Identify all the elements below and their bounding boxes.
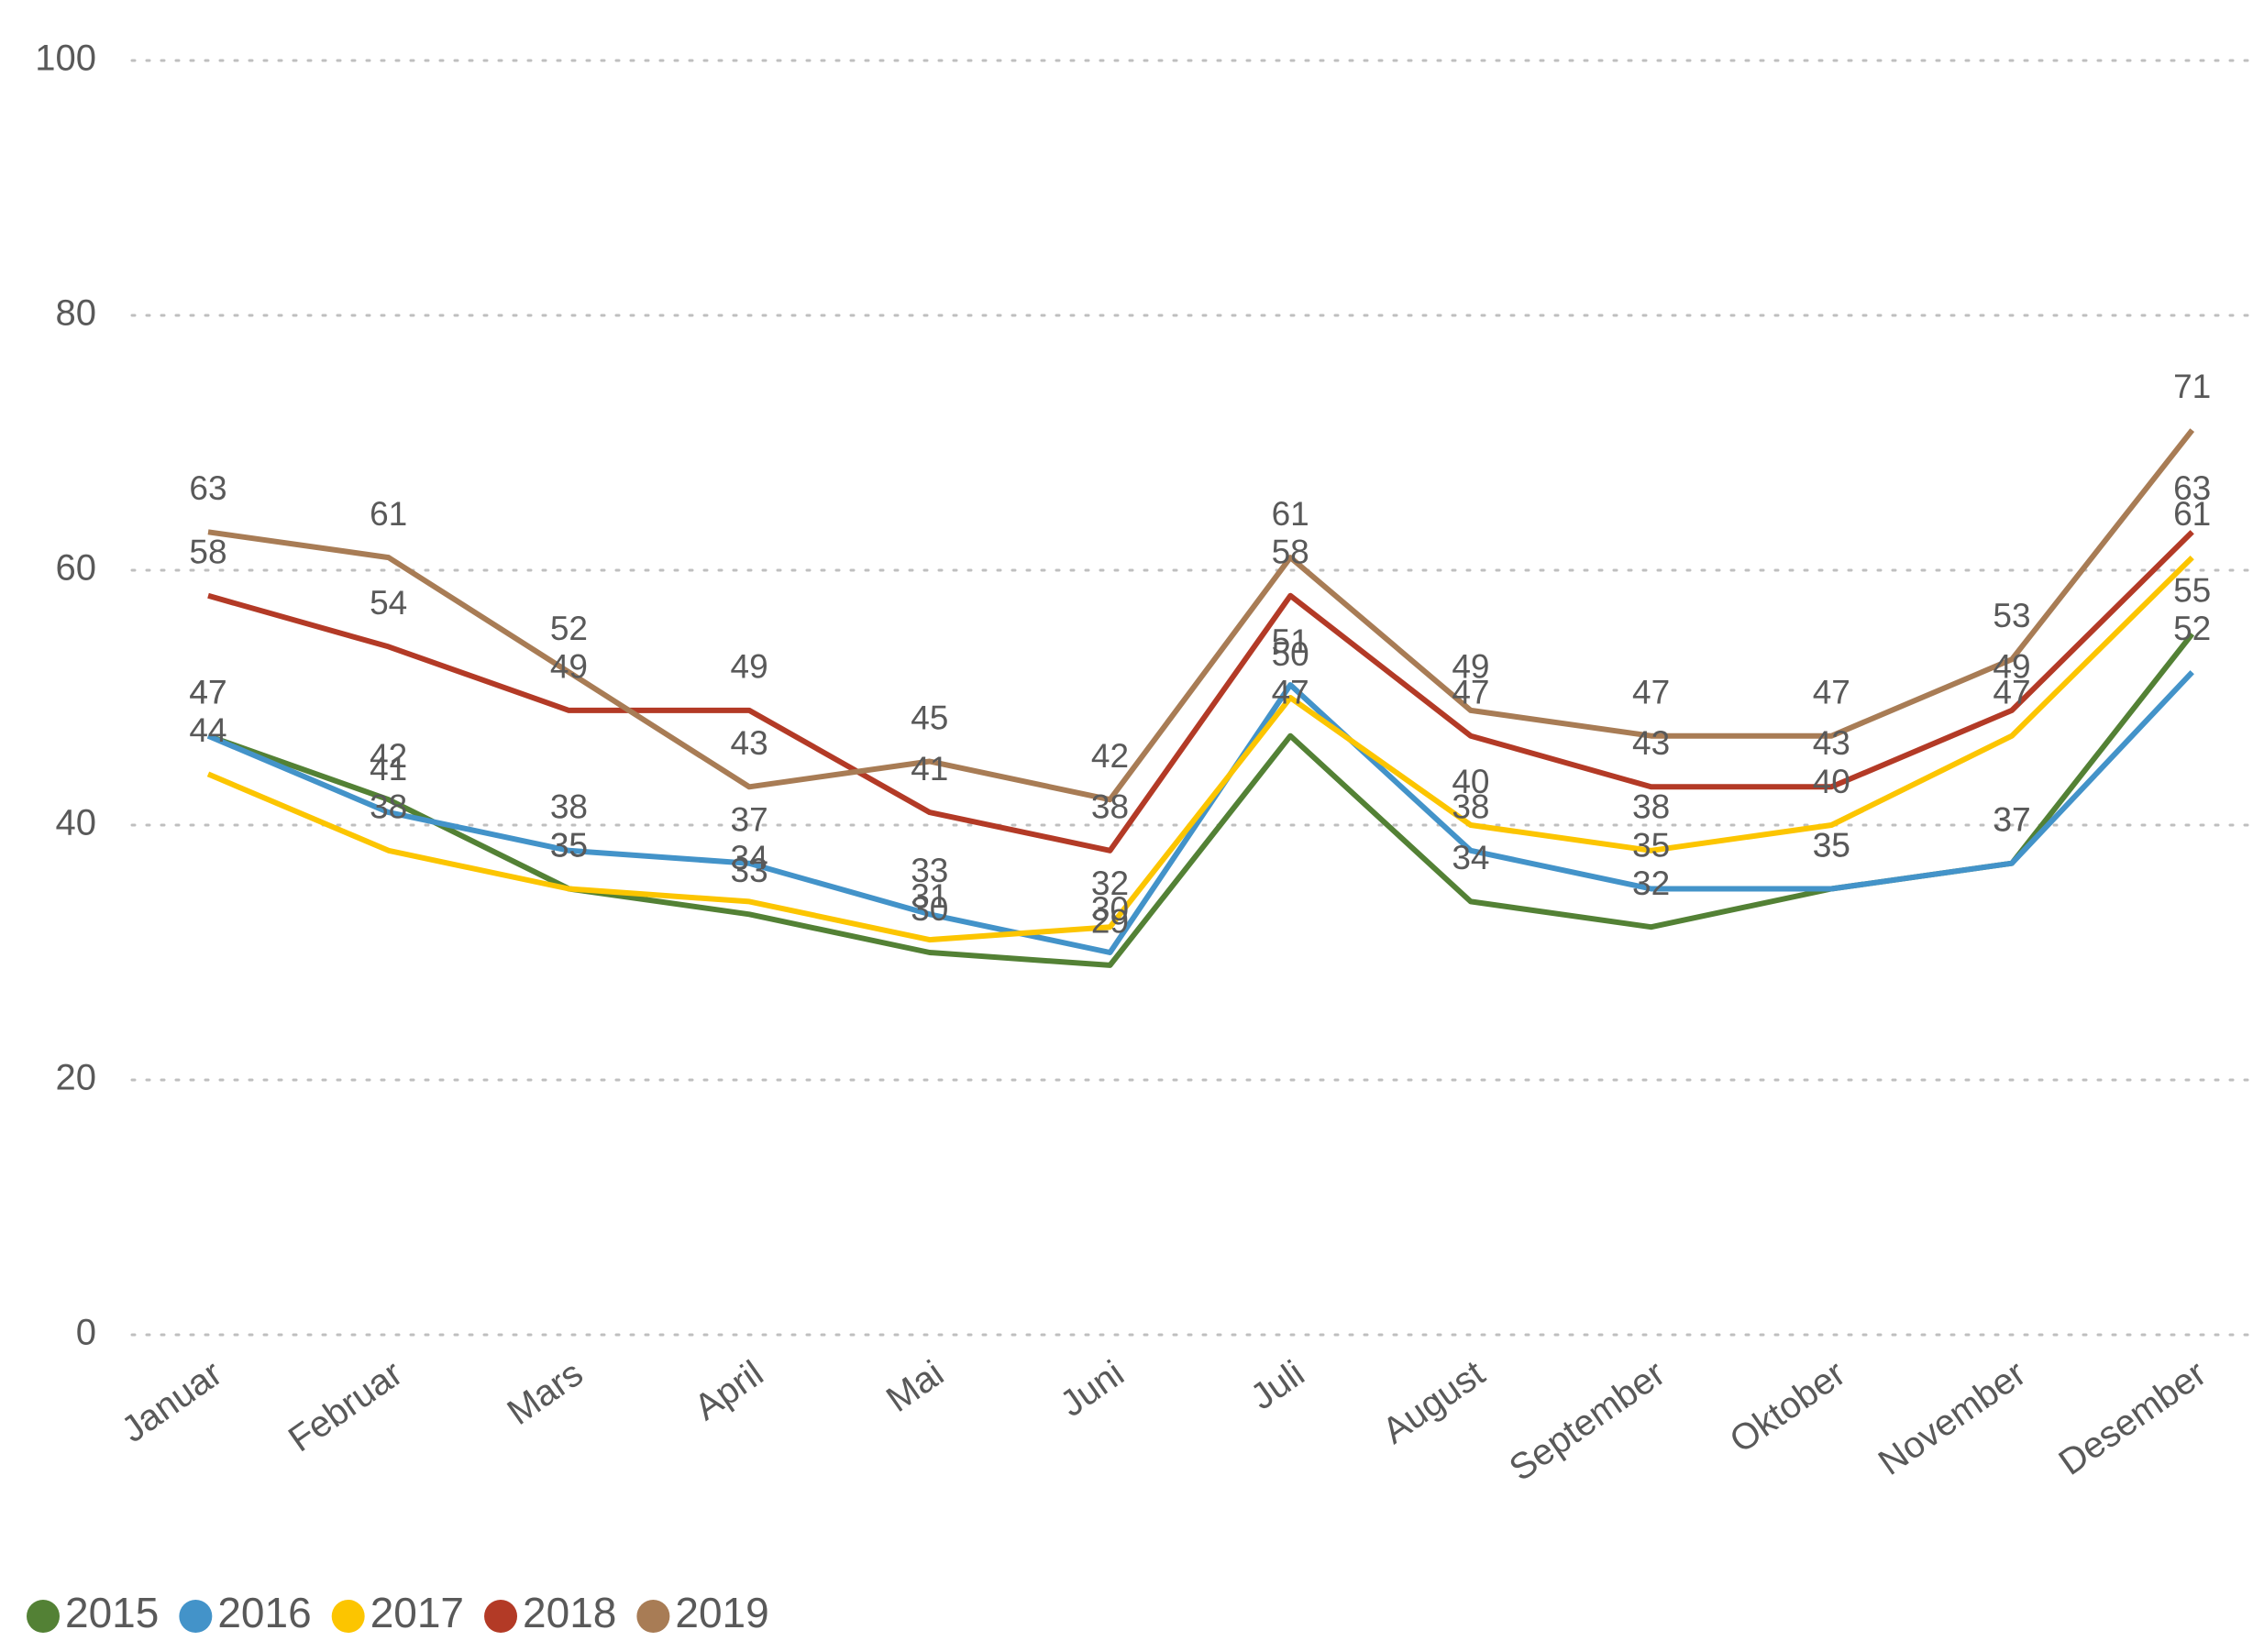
y-tick-label: 40 — [56, 803, 97, 843]
data-label: 50 — [1272, 635, 1309, 673]
data-label: 55 — [2173, 571, 2211, 609]
data-label: 33 — [731, 852, 768, 889]
series-line — [206, 555, 2194, 943]
data-label: 38 — [550, 788, 588, 826]
x-tick-label: Februar — [282, 1353, 410, 1459]
legend-marker — [636, 1600, 670, 1633]
data-label: 33 — [911, 852, 948, 889]
data-label: 61 — [370, 495, 407, 533]
data-label: 47 — [1813, 673, 1850, 710]
data-label: 63 — [189, 469, 226, 507]
data-label: 49 — [1993, 648, 2030, 686]
data-label: 45 — [911, 699, 948, 736]
x-tick-label: April — [688, 1353, 771, 1428]
data-label: 53 — [1993, 597, 2030, 634]
data-label: 29 — [1091, 903, 1129, 941]
data-label: 51 — [1272, 622, 1309, 660]
x-tick-label: Desember — [2052, 1353, 2214, 1483]
legend-label: 2015 — [65, 1589, 159, 1636]
x-tick-label: Mai — [879, 1353, 951, 1420]
data-label: 58 — [1272, 534, 1309, 571]
data-label: 58 — [189, 534, 226, 571]
data-label: 35 — [1813, 826, 1850, 864]
data-label: 40 — [1452, 763, 1489, 800]
y-tick-label: 100 — [35, 39, 96, 79]
data-label: 37 — [731, 800, 768, 838]
data-label: 43 — [1813, 724, 1850, 762]
data-label: 63 — [2173, 469, 2211, 507]
data-label: 49 — [1452, 648, 1489, 686]
data-label: 34 — [1452, 839, 1489, 876]
data-label: 37 — [1993, 800, 2030, 838]
data-label: 34 — [731, 839, 768, 876]
y-tick-label: 0 — [76, 1313, 96, 1353]
data-label: 44 — [189, 711, 226, 749]
data-label: 35 — [1813, 826, 1850, 864]
data-label: 31 — [911, 877, 948, 915]
x-tick-label: Juli — [1243, 1353, 1311, 1417]
legend-label: 2019 — [675, 1589, 768, 1636]
legend-label: 2018 — [523, 1589, 616, 1636]
data-label: 40 — [1813, 763, 1850, 800]
legend-marker — [484, 1600, 518, 1633]
data-label: 52 — [2173, 610, 2211, 647]
data-label: 47 — [1452, 673, 1489, 710]
data-label: 49 — [731, 648, 768, 686]
legend-marker — [27, 1600, 60, 1633]
x-tick-label: September — [1502, 1353, 1673, 1489]
data-label: 38 — [1091, 788, 1129, 826]
data-label: 61 — [1272, 495, 1309, 533]
series-line — [206, 670, 2194, 955]
legend-label: 2016 — [217, 1589, 311, 1636]
data-label: 47 — [1632, 673, 1670, 710]
data-label: 35 — [550, 826, 588, 864]
series-line — [207, 530, 2194, 854]
data-label: 32 — [1632, 865, 1670, 902]
x-tick-label: Mars — [501, 1353, 591, 1433]
data-label: 52 — [550, 610, 588, 647]
data-label: 30 — [1091, 890, 1129, 928]
legend-label: 2017 — [370, 1589, 464, 1636]
data-label: 30 — [911, 890, 948, 928]
data-label: 38 — [1632, 788, 1670, 826]
x-tick-label: November — [1872, 1353, 2033, 1483]
data-label: 42 — [1091, 737, 1129, 775]
data-label: 38 — [1452, 788, 1489, 826]
x-tick-label: Juni — [1053, 1353, 1131, 1425]
data-label: 32 — [1091, 865, 1129, 902]
data-label: 35 — [1632, 826, 1670, 864]
data-label: 54 — [370, 584, 407, 622]
x-tick-label: Oktober — [1723, 1353, 1853, 1461]
data-label: 42 — [370, 737, 407, 775]
y-tick-label: 20 — [56, 1058, 97, 1098]
data-label: 47 — [1993, 673, 2030, 710]
data-label: 49 — [550, 648, 588, 686]
data-label: 71 — [2173, 368, 2211, 405]
data-label: 37 — [1993, 800, 2030, 838]
data-label: 43 — [731, 724, 768, 762]
data-label: 61 — [2173, 495, 2211, 533]
legend-marker — [179, 1600, 213, 1633]
x-tick-label: Januar — [115, 1353, 229, 1450]
data-label: 41 — [370, 750, 407, 787]
data-label: 47 — [1272, 673, 1309, 710]
data-label: 38 — [370, 788, 407, 826]
y-tick-label: 60 — [56, 548, 97, 589]
series-line — [207, 428, 2195, 803]
y-tick-label: 80 — [56, 293, 97, 334]
data-label: 35 — [550, 826, 588, 864]
legend-marker — [331, 1600, 365, 1633]
x-tick-label: August — [1375, 1353, 1492, 1451]
data-label: 47 — [189, 673, 226, 710]
data-label: 47 — [189, 673, 226, 710]
data-label: 41 — [911, 750, 948, 787]
data-label: 43 — [1632, 724, 1670, 762]
series-line — [207, 632, 2195, 968]
